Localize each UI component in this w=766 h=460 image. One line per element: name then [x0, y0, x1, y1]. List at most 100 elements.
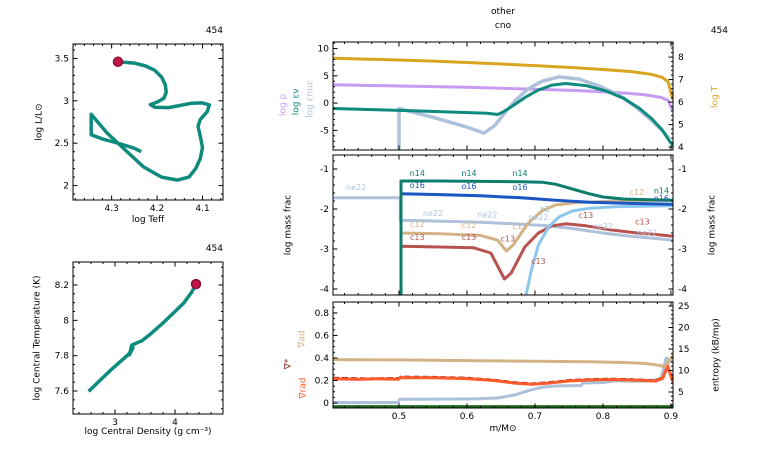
trho-tick-label: 8: [63, 316, 69, 326]
grads-tick-label: 5: [678, 388, 684, 398]
curve-label-o16: o16: [654, 194, 669, 203]
series-grad-ad: [333, 353, 673, 368]
panel-a-log-eps-nu-label: log εν: [291, 88, 302, 116]
series-o16: [399, 192, 673, 295]
grads-tick-label: 0.2: [315, 377, 329, 387]
profile-top-tick-label: 0: [323, 99, 329, 109]
abund-tick-label: -1: [320, 165, 329, 175]
trho-current-model-marker: [190, 278, 202, 290]
hr-tick-label: 4.1: [195, 204, 209, 214]
panel-c-grad-star-label: ∇*: [283, 358, 294, 370]
hr-series: [89, 60, 212, 182]
trho-y-axis-label: log Central Temperature (K): [32, 275, 43, 401]
curve-label-o16: o16: [461, 182, 476, 191]
curve-label-c13: c13: [410, 233, 425, 242]
abund-series: [333, 179, 673, 295]
abund-ticks: [333, 155, 673, 295]
profile-top-tick-label: 7: [678, 76, 684, 86]
panel-b-left-label: log mass frac: [283, 194, 294, 256]
trho-ticks: [73, 262, 224, 414]
abund-tick-label: -3: [678, 245, 687, 255]
curve-label-c12: c12: [630, 188, 645, 197]
hr-y-axis-label: log L/L⊙: [34, 103, 45, 141]
curve-label-ne22: ne22: [637, 228, 657, 237]
grads-tick-label: 10: [678, 367, 690, 377]
profile-title-line2: cno: [494, 21, 512, 31]
series-trho-track: [87, 283, 198, 393]
curve-label-ne22: ne22: [346, 183, 366, 192]
grads-series: [333, 353, 673, 408]
hr-tick-label: 3.5: [55, 54, 69, 64]
grads-tick-label: 0.7: [528, 412, 542, 422]
panel-a-log-rho-label: log ρ: [278, 93, 289, 117]
panel-c-grad-ad-label: ∇ad: [297, 330, 308, 348]
profile-top-tick-label: 10: [318, 45, 330, 55]
grads-tick-label: 0.6: [315, 331, 330, 341]
curve-label-n14: n14: [512, 169, 527, 178]
curve-label-h1: h1: [540, 205, 550, 214]
curve-label-c12: c12: [410, 220, 425, 229]
hr-tick-label: 2.5: [55, 139, 69, 149]
hr-ticks: [73, 44, 223, 200]
trho-tick-label: 3: [112, 418, 118, 428]
trho-tick-label: 8.2: [55, 281, 69, 291]
hr-tick-label: 4.2: [150, 204, 164, 214]
series-log-t: [333, 56, 673, 101]
curve-label-c13: c13: [462, 233, 477, 242]
profile-top-tick-label: 5: [678, 121, 684, 131]
grads-tick-label: 0.6: [460, 412, 475, 422]
grads-frame: [332, 301, 674, 409]
profile-top-series: [333, 56, 673, 150]
profile-title-line1: other: [491, 7, 515, 17]
profile-x-axis-label: m/M⊙: [489, 424, 517, 434]
profile-top-tick-label: -5: [320, 126, 329, 136]
series-log-rho: [333, 83, 673, 111]
curve-label-o16: o16: [410, 181, 425, 190]
curve-label-ne22: ne22: [477, 210, 497, 219]
trho-x-axis-label: log Central Density (g cm⁻³): [84, 427, 212, 437]
curve-label-n14: n14: [410, 169, 425, 178]
profile-top-tick-label: 4: [678, 143, 684, 153]
series-c13: [399, 222, 673, 295]
panel-a-log-eps-nuc-label: log εnuc: [305, 80, 316, 118]
series-hr-track: [89, 60, 212, 182]
abund-tick-label: -2: [320, 205, 329, 215]
abund-tick-label: -2: [678, 205, 687, 215]
hr-tick-label: 3: [63, 97, 69, 107]
curve-label-c12: c12: [462, 221, 477, 230]
curve-label-c12: c12: [513, 222, 528, 231]
profile-top-tick-label: 5: [323, 72, 329, 82]
hr-x-axis-label: log Teff: [131, 215, 165, 225]
profile-top-panel: 10 5 0 -5 8 7 6 5 4: [318, 41, 684, 153]
trho-tick-label: 7.6: [55, 387, 70, 397]
abund-tick-label: -4: [678, 285, 687, 295]
grads-tick-label: 0.8: [596, 412, 611, 422]
trho-tick-label: 4: [172, 418, 178, 428]
hr-current-model-marker: [112, 56, 124, 68]
trho-panel: 3 4 7.6 7.8 8 8.2: [55, 261, 224, 428]
profile-top-ticks: [333, 42, 673, 150]
grads-tick-label: 0.4: [315, 354, 330, 364]
grads-tick-label: 0.5: [392, 412, 406, 422]
grads-tick-label: 0.8: [315, 309, 330, 319]
series-grad-rad: [333, 364, 673, 386]
panel-c-grad-rad-label: ∇rad: [298, 377, 309, 399]
trho-series: [87, 283, 198, 393]
curve-label-n14: n14: [654, 186, 669, 195]
profile-model-number: 454: [710, 26, 728, 36]
trho-tick-label: 7.8: [55, 352, 70, 362]
grads-tick-label: 0.9: [664, 412, 679, 422]
panel-c-entropy-label: entropy (kB/mp): [711, 318, 722, 392]
grads-tick-label: 15: [678, 345, 689, 355]
grads-ticks: [333, 302, 673, 408]
panel-b-right-label: log mass frac: [707, 194, 718, 256]
curve-label-o16: o16: [512, 183, 527, 192]
curve-label-n14: n14: [461, 169, 476, 178]
curve-label-ne22: ne22: [423, 209, 443, 218]
hr-tick-label: 2: [63, 182, 69, 192]
trho-model-number: 454: [205, 244, 223, 254]
series-h1: [524, 204, 673, 295]
